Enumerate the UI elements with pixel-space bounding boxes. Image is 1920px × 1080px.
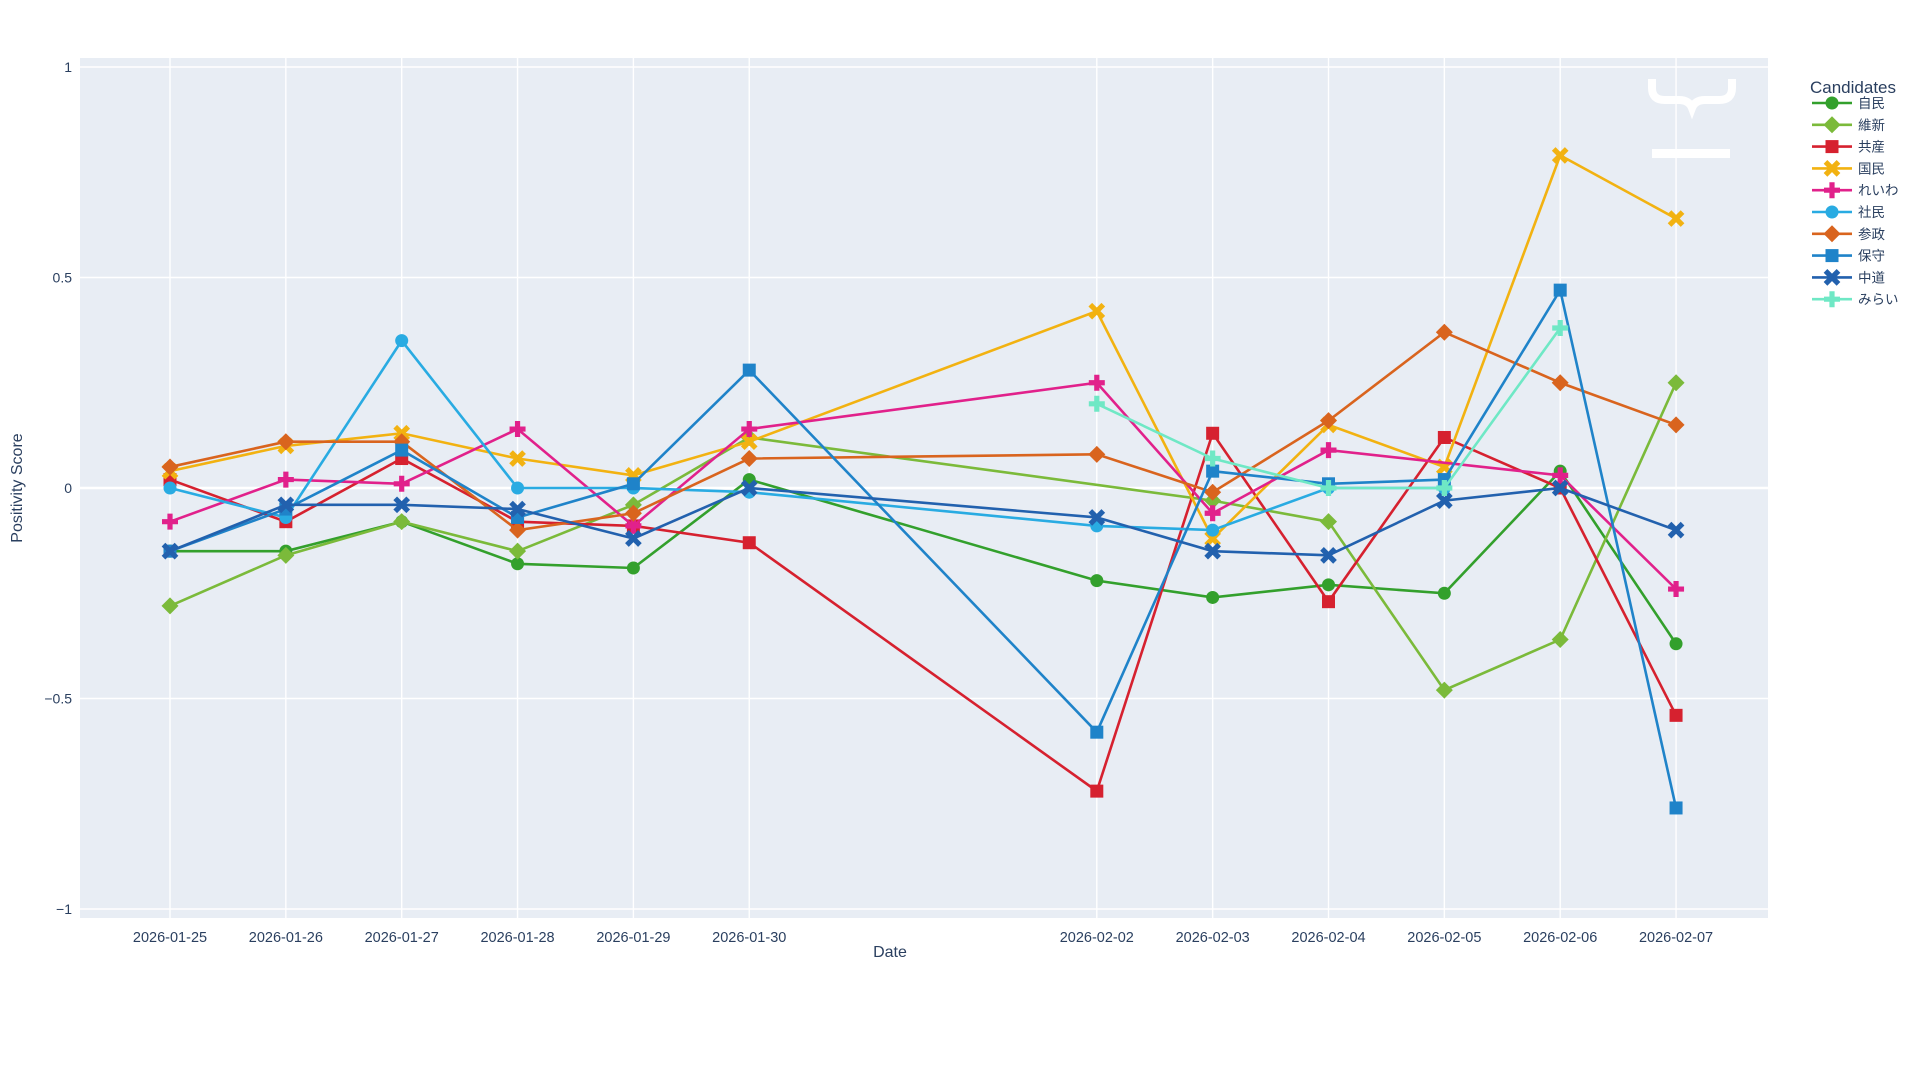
- legend-item-jimin[interactable]: 自民: [1812, 96, 1885, 111]
- x-axis-tick-labels: 2026-01-25 2026-01-26 2026-01-27 2026-01-28…: [133, 930, 1713, 946]
- y-axis-tick-labels: 1 0.5 0 −0.5 −1: [44, 59, 72, 917]
- x-tick-label: 2026-01-25: [133, 930, 207, 946]
- x-tick-label: 2026-02-02: [1060, 930, 1134, 946]
- series-line-sansei[interactable]: [169, 330, 1677, 532]
- white-annotations: [1648, 79, 1736, 158]
- legend-label-mirai: みらい: [1858, 292, 1899, 307]
- legend-label-kokumin: 国民: [1858, 161, 1885, 176]
- y-tick-label: −0.5: [44, 691, 72, 707]
- x-tick-label: 2026-01-26: [249, 930, 323, 946]
- x-tick-label: 2026-02-07: [1639, 930, 1713, 946]
- legend-item-kokumin[interactable]: 国民: [1812, 160, 1885, 177]
- series-markers-mirai[interactable]: [1088, 320, 1569, 496]
- x-tick-label: 2026-02-03: [1176, 930, 1250, 946]
- legend-item-sansei[interactable]: 参政: [1812, 225, 1886, 243]
- legend-label-reiwa: れいわ: [1858, 183, 1899, 198]
- legend-label-shamin: 社民: [1858, 205, 1885, 220]
- white-underbrace-annotation: [1648, 79, 1736, 120]
- series-markers-sansei[interactable]: [161, 323, 1685, 539]
- series-mirai[interactable]: [1088, 320, 1569, 496]
- y-axis-title: Positivity Score: [9, 433, 26, 542]
- series-line-hoshu[interactable]: [169, 286, 1678, 809]
- series-sansei[interactable]: [161, 323, 1685, 539]
- series-line-shamin[interactable]: [169, 338, 1445, 532]
- legend-label-sansei: 参政: [1858, 226, 1886, 242]
- x-tick-label: 2026-02-06: [1523, 930, 1597, 946]
- series-chudo[interactable]: [161, 479, 1685, 564]
- series-line-chudo[interactable]: [169, 486, 1677, 557]
- y-tick-label: 0.5: [53, 270, 73, 286]
- legend-label-chudo: 中道: [1858, 270, 1885, 285]
- x-axis-title: Date: [873, 944, 907, 961]
- legend-item-reiwa[interactable]: れいわ: [1812, 182, 1899, 199]
- series-markers-reiwa[interactable]: [162, 374, 1685, 598]
- legend-label-hoshu: 保守: [1858, 249, 1885, 264]
- series-markers-chudo[interactable]: [161, 479, 1685, 564]
- x-tick-label: 2026-01-30: [712, 930, 786, 946]
- legend-item-ishin[interactable]: 維新: [1812, 116, 1885, 134]
- x-tick-label: 2026-01-29: [596, 930, 670, 946]
- y-tick-label: −1: [56, 901, 72, 917]
- legend-item-chudo[interactable]: 中道: [1812, 269, 1885, 286]
- legend-item-shamin[interactable]: 社民: [1812, 205, 1885, 220]
- series-reiwa[interactable]: [162, 374, 1685, 598]
- data-series[interactable]: [161, 147, 1685, 815]
- x-tick-label: 2026-01-27: [365, 930, 439, 946]
- series-ishin[interactable]: [161, 374, 1685, 699]
- y-tick-label: 1: [64, 59, 72, 75]
- y-tick-label: 0: [64, 480, 72, 496]
- legend-label-jimin: 自民: [1858, 96, 1885, 111]
- legend-label-kyosan: 共産: [1858, 140, 1885, 155]
- x-tick-label: 2026-02-04: [1291, 930, 1365, 946]
- legend-item-kyosan[interactable]: 共産: [1812, 140, 1885, 155]
- x-tick-label: 2026-02-05: [1407, 930, 1481, 946]
- legend-item-hoshu[interactable]: 保守: [1812, 249, 1885, 264]
- series-line-kokumin[interactable]: [169, 153, 1677, 541]
- legend-label-ishin: 維新: [1858, 118, 1885, 133]
- legend-title: Candidates: [1810, 78, 1896, 97]
- white-dash-annotation: [1652, 149, 1730, 158]
- legend-item-mirai[interactable]: みらい: [1812, 291, 1899, 307]
- x-tick-label: 2026-01-28: [480, 930, 554, 946]
